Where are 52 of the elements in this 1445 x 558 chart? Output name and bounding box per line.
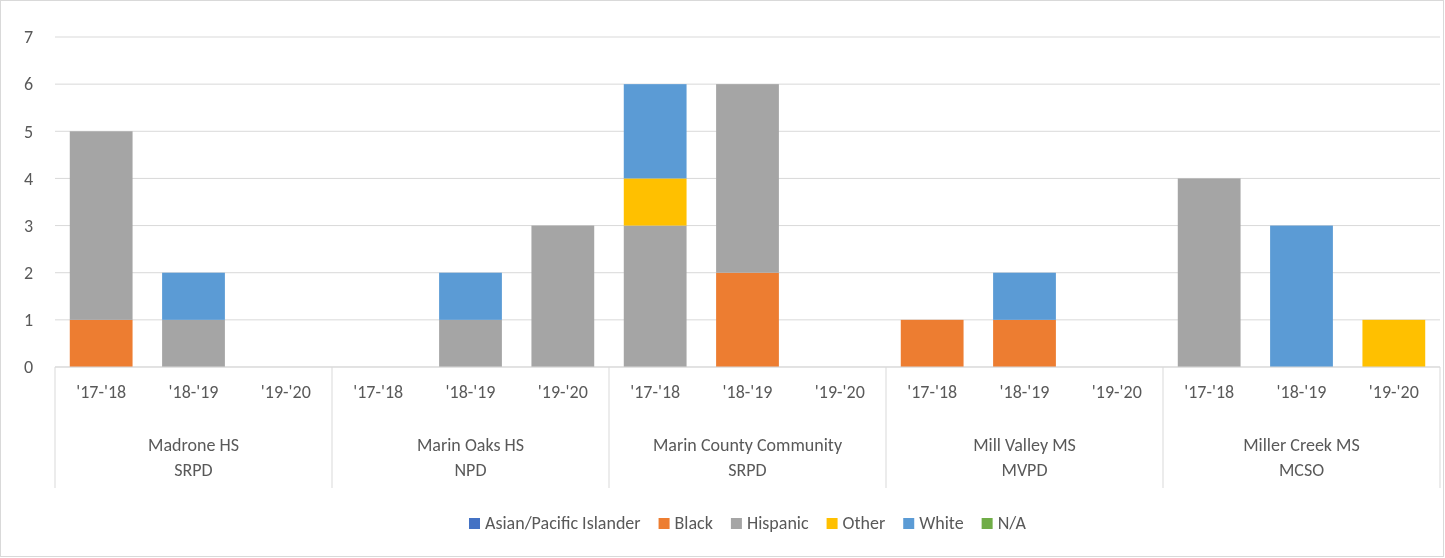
x-tick-label: '18-'19 (722, 380, 773, 403)
y-tick-label: 4 (23, 167, 33, 190)
bar (900, 319, 964, 367)
bar (716, 84, 779, 273)
legend-label: Asian/Pacific Islander (484, 512, 641, 534)
bar (69, 131, 133, 320)
x-tick-label: '18-'19 (1276, 380, 1327, 403)
bar (531, 225, 595, 367)
x-tick-label: '18-'19 (445, 380, 496, 403)
x-tick-label: '19-'20 (1368, 380, 1419, 403)
bar (716, 272, 779, 367)
x-tick-label: '17-'18 (907, 380, 958, 403)
x-tick-label: '19-'20 (260, 380, 311, 403)
y-tick-label: 3 (23, 214, 33, 237)
y-tick-label: 2 (23, 261, 33, 284)
bar (623, 84, 687, 179)
bar (623, 225, 687, 367)
x-tick-label: '17-'18 (76, 380, 127, 403)
bar (69, 319, 133, 367)
legend-label: White (919, 512, 964, 534)
legend-label: Other (842, 512, 886, 534)
x-tick-label: '17-'18 (1184, 380, 1235, 403)
bar (993, 319, 1056, 367)
x-tick-label: '18-'19 (168, 380, 219, 403)
bar (162, 319, 225, 367)
text: Marin County Community SRPD (652, 434, 843, 481)
y-tick-label: 5 (23, 120, 33, 143)
bar (623, 178, 687, 226)
bar (439, 319, 502, 367)
text: Marin Oaks HS NPD (416, 434, 525, 481)
x-tick-label: '17-'18 (353, 380, 404, 403)
legend-label: Hispanic (746, 512, 809, 534)
x-tick-label: '19-'20 (1091, 380, 1142, 403)
x-tick-label: '19-'20 (814, 380, 865, 403)
y-tick-label: 0 (23, 356, 33, 379)
x-tick-label: '19-'20 (537, 380, 588, 403)
text: Miller Creek MS MCSO (1243, 434, 1360, 481)
bar (993, 272, 1056, 320)
x-tick-label: '17-'18 (630, 380, 681, 403)
y-tick-label: 1 (23, 309, 33, 332)
bar (162, 272, 225, 320)
text: Mill Valley MS MVPD (973, 434, 1076, 481)
bar (1177, 178, 1241, 367)
bar (1270, 225, 1333, 367)
y-tick-label: 7 (23, 26, 33, 49)
legend-label: N/A (997, 512, 1027, 534)
bar (1362, 319, 1426, 367)
x-tick-label: '18-'19 (999, 380, 1050, 403)
legend-label: Black (674, 512, 713, 534)
bar (439, 272, 502, 320)
y-tick-label: 6 (23, 73, 33, 96)
text: Madrone HS SRPD (148, 434, 239, 481)
